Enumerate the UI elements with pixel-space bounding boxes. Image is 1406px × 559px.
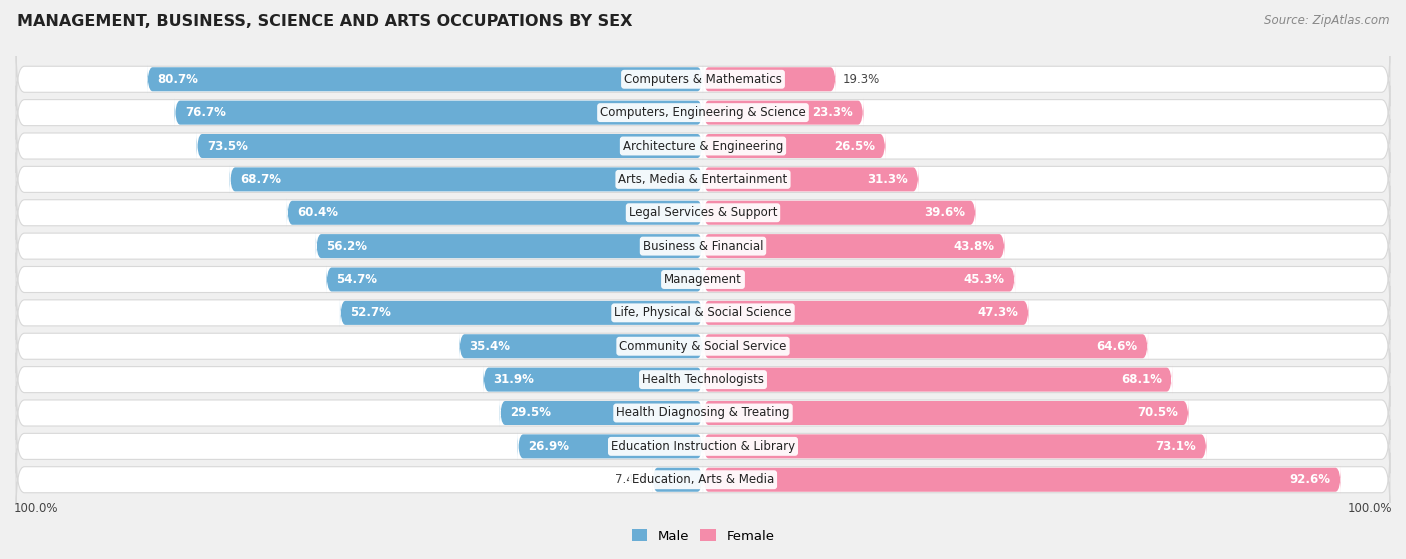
Text: 56.2%: 56.2% — [326, 240, 367, 253]
Text: 92.6%: 92.6% — [1289, 473, 1330, 486]
FancyBboxPatch shape — [703, 298, 1029, 328]
Text: 19.3%: 19.3% — [842, 73, 880, 86]
Text: 47.3%: 47.3% — [977, 306, 1018, 319]
FancyBboxPatch shape — [197, 131, 703, 160]
Text: 68.7%: 68.7% — [240, 173, 281, 186]
FancyBboxPatch shape — [703, 98, 863, 127]
Legend: Male, Female: Male, Female — [626, 524, 780, 548]
Text: Education Instruction & Library: Education Instruction & Library — [612, 440, 794, 453]
FancyBboxPatch shape — [326, 265, 703, 294]
FancyBboxPatch shape — [517, 432, 703, 461]
Text: 23.3%: 23.3% — [813, 106, 853, 119]
FancyBboxPatch shape — [703, 131, 886, 160]
FancyBboxPatch shape — [703, 432, 1206, 461]
FancyBboxPatch shape — [703, 265, 1015, 294]
FancyBboxPatch shape — [148, 65, 703, 94]
FancyBboxPatch shape — [15, 419, 1391, 473]
FancyBboxPatch shape — [316, 231, 703, 261]
FancyBboxPatch shape — [703, 465, 1341, 494]
FancyBboxPatch shape — [703, 331, 1149, 361]
Text: 43.8%: 43.8% — [953, 240, 994, 253]
Text: 73.1%: 73.1% — [1156, 440, 1197, 453]
Text: 100.0%: 100.0% — [1347, 503, 1392, 515]
Text: 26.5%: 26.5% — [834, 140, 876, 153]
FancyBboxPatch shape — [15, 353, 1391, 406]
FancyBboxPatch shape — [15, 453, 1391, 507]
Text: 29.5%: 29.5% — [510, 406, 551, 419]
Text: 76.7%: 76.7% — [186, 106, 226, 119]
Text: 52.7%: 52.7% — [350, 306, 391, 319]
Text: 39.6%: 39.6% — [925, 206, 966, 219]
FancyBboxPatch shape — [15, 253, 1391, 306]
Text: 45.3%: 45.3% — [963, 273, 1005, 286]
Text: Community & Social Service: Community & Social Service — [619, 340, 787, 353]
Text: Education, Arts & Media: Education, Arts & Media — [631, 473, 775, 486]
FancyBboxPatch shape — [340, 298, 703, 328]
FancyBboxPatch shape — [15, 319, 1391, 373]
Text: 100.0%: 100.0% — [14, 503, 59, 515]
FancyBboxPatch shape — [484, 365, 703, 394]
Text: 68.1%: 68.1% — [1121, 373, 1161, 386]
FancyBboxPatch shape — [15, 119, 1391, 173]
Text: 60.4%: 60.4% — [297, 206, 339, 219]
FancyBboxPatch shape — [229, 165, 703, 194]
Text: Health Technologists: Health Technologists — [643, 373, 763, 386]
FancyBboxPatch shape — [174, 98, 703, 127]
Text: Management: Management — [664, 273, 742, 286]
Text: Legal Services & Support: Legal Services & Support — [628, 206, 778, 219]
Text: 73.5%: 73.5% — [207, 140, 247, 153]
Text: 7.4%: 7.4% — [616, 473, 645, 486]
Text: Architecture & Engineering: Architecture & Engineering — [623, 140, 783, 153]
Text: 64.6%: 64.6% — [1097, 340, 1137, 353]
Text: 80.7%: 80.7% — [157, 73, 198, 86]
FancyBboxPatch shape — [460, 331, 703, 361]
Text: 31.3%: 31.3% — [868, 173, 908, 186]
FancyBboxPatch shape — [703, 198, 976, 228]
FancyBboxPatch shape — [703, 399, 1188, 428]
Text: Life, Physical & Social Science: Life, Physical & Social Science — [614, 306, 792, 319]
Text: Source: ZipAtlas.com: Source: ZipAtlas.com — [1264, 14, 1389, 27]
FancyBboxPatch shape — [15, 86, 1391, 140]
FancyBboxPatch shape — [703, 65, 837, 94]
Text: 54.7%: 54.7% — [336, 273, 377, 286]
FancyBboxPatch shape — [15, 153, 1391, 206]
FancyBboxPatch shape — [703, 365, 1173, 394]
FancyBboxPatch shape — [15, 286, 1391, 340]
FancyBboxPatch shape — [15, 386, 1391, 440]
FancyBboxPatch shape — [703, 231, 1005, 261]
Text: Computers, Engineering & Science: Computers, Engineering & Science — [600, 106, 806, 119]
FancyBboxPatch shape — [15, 219, 1391, 273]
Text: 26.9%: 26.9% — [529, 440, 569, 453]
Text: 35.4%: 35.4% — [470, 340, 510, 353]
FancyBboxPatch shape — [652, 465, 703, 494]
Text: Health Diagnosing & Treating: Health Diagnosing & Treating — [616, 406, 790, 419]
FancyBboxPatch shape — [287, 198, 703, 228]
FancyBboxPatch shape — [703, 165, 918, 194]
Text: 31.9%: 31.9% — [494, 373, 534, 386]
Text: MANAGEMENT, BUSINESS, SCIENCE AND ARTS OCCUPATIONS BY SEX: MANAGEMENT, BUSINESS, SCIENCE AND ARTS O… — [17, 14, 633, 29]
Text: 70.5%: 70.5% — [1137, 406, 1178, 419]
Text: Business & Financial: Business & Financial — [643, 240, 763, 253]
Text: Arts, Media & Entertainment: Arts, Media & Entertainment — [619, 173, 787, 186]
FancyBboxPatch shape — [15, 52, 1391, 106]
FancyBboxPatch shape — [499, 399, 703, 428]
FancyBboxPatch shape — [15, 186, 1391, 240]
Text: Computers & Mathematics: Computers & Mathematics — [624, 73, 782, 86]
